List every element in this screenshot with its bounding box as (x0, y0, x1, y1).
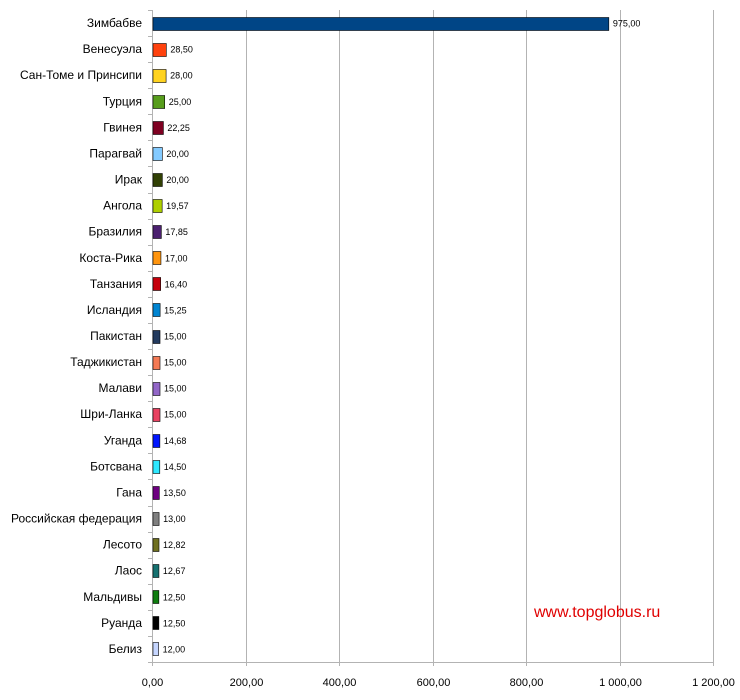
bar (152, 434, 161, 448)
category-label: Ирак (115, 173, 143, 187)
category-label: Руанда (101, 616, 142, 630)
category-label: Лаос (115, 564, 142, 578)
category-label: Малави (98, 381, 142, 395)
bar (152, 408, 161, 422)
x-tick-label: 600,00 (417, 677, 451, 689)
bar (152, 251, 162, 265)
bar-value-label: 20,00 (166, 175, 189, 185)
bar-value-label: 15,00 (164, 358, 187, 368)
bar (152, 642, 159, 656)
x-tick-label: 800,00 (510, 677, 544, 689)
bar-value-label: 15,00 (164, 332, 187, 342)
category-label: Парагвай (89, 146, 142, 160)
bar (152, 121, 164, 135)
category-label: Турция (103, 94, 142, 108)
bar (152, 486, 160, 500)
bar-value-label: 22,25 (167, 123, 190, 133)
bar-value-label: 12,00 (163, 644, 186, 654)
category-label: Гана (116, 485, 142, 499)
category-label: Исландия (87, 303, 142, 317)
category-label: Зимбабве (87, 16, 142, 30)
bar-value-label: 12,50 (163, 592, 186, 602)
category-label: Танзания (90, 277, 142, 291)
bar (152, 225, 162, 239)
category-labels: Зимбабве Венесуэла Сан-Томе и Принсипи Турц… (11, 16, 143, 656)
category-label: Гвинея (103, 120, 142, 134)
bar (152, 199, 163, 213)
bar-value-label: 13,50 (163, 488, 186, 498)
bar (152, 356, 161, 370)
bar (152, 277, 161, 291)
x-tick-label: 200,00 (230, 677, 264, 689)
bar (152, 147, 163, 161)
bar (152, 616, 160, 630)
bar-value-label: 16,40 (165, 279, 188, 289)
bar-value-label: 20,00 (166, 149, 189, 159)
bar (152, 303, 161, 317)
bar (152, 17, 610, 31)
bars: 975,00 28,50 28,00 25,00 22,25 20,00 20,00 19,5… (152, 17, 641, 656)
bar-value-label: 25,00 (169, 97, 192, 107)
x-tick-label: 400,00 (323, 677, 357, 689)
bar-value-label: 17,00 (165, 253, 188, 263)
bar-value-label: 12,82 (163, 540, 186, 550)
category-label: Ангола (103, 199, 142, 213)
bar (152, 173, 163, 187)
category-label: Пакистан (90, 329, 142, 343)
watermark-text: www.topglobus.ru (533, 604, 660, 621)
grid-lines (148, 10, 714, 666)
bar-value-label: 14,68 (164, 436, 187, 446)
category-label: Венесуэла (83, 42, 143, 56)
bar-value-label: 28,50 (170, 45, 193, 55)
bar-value-label: 12,67 (163, 566, 186, 576)
bar-value-label: 15,25 (164, 305, 187, 315)
bar (152, 330, 161, 344)
bar (152, 69, 167, 83)
bar-value-label: 19,57 (166, 201, 189, 211)
category-label: Бразилия (89, 225, 143, 239)
bar (152, 382, 161, 396)
category-label: Лесото (103, 538, 142, 552)
category-label: Коста-Рика (79, 251, 142, 265)
bar-value-label: 13,00 (163, 514, 186, 524)
category-label: Ботсвана (90, 459, 142, 473)
bar (152, 95, 165, 109)
bar (152, 43, 167, 57)
category-label: Шри-Ланка (80, 407, 142, 421)
bar-value-label: 28,00 (170, 71, 193, 81)
category-label: Уганда (104, 433, 143, 447)
bar (152, 538, 160, 552)
category-label: Таджикистан (70, 355, 142, 369)
bar (152, 564, 160, 578)
bar (152, 460, 161, 474)
bar-value-label: 17,85 (165, 227, 188, 237)
category-label: Мальдивы (83, 590, 142, 604)
category-label: Белиз (109, 642, 143, 656)
bar-value-label: 975,00 (613, 19, 641, 29)
bar-value-label: 12,50 (163, 618, 186, 628)
x-tick-label: 1 200,00 (692, 677, 735, 689)
bar-value-label: 15,00 (164, 384, 187, 394)
x-tick-label: 0,00 (142, 677, 163, 689)
bar-value-label: 15,00 (164, 410, 187, 420)
x-axis-tick-labels: 0,00 200,00 400,00 600,00 800,00 1 000,00 1 20… (142, 677, 735, 689)
x-tick-label: 1 000,00 (599, 677, 642, 689)
bar-value-label: 14,50 (164, 462, 187, 472)
bar (152, 512, 160, 526)
bar (152, 590, 160, 604)
category-label: Российская федерация (11, 512, 142, 526)
category-label: Сан-Томе и Принсипи (20, 68, 142, 82)
